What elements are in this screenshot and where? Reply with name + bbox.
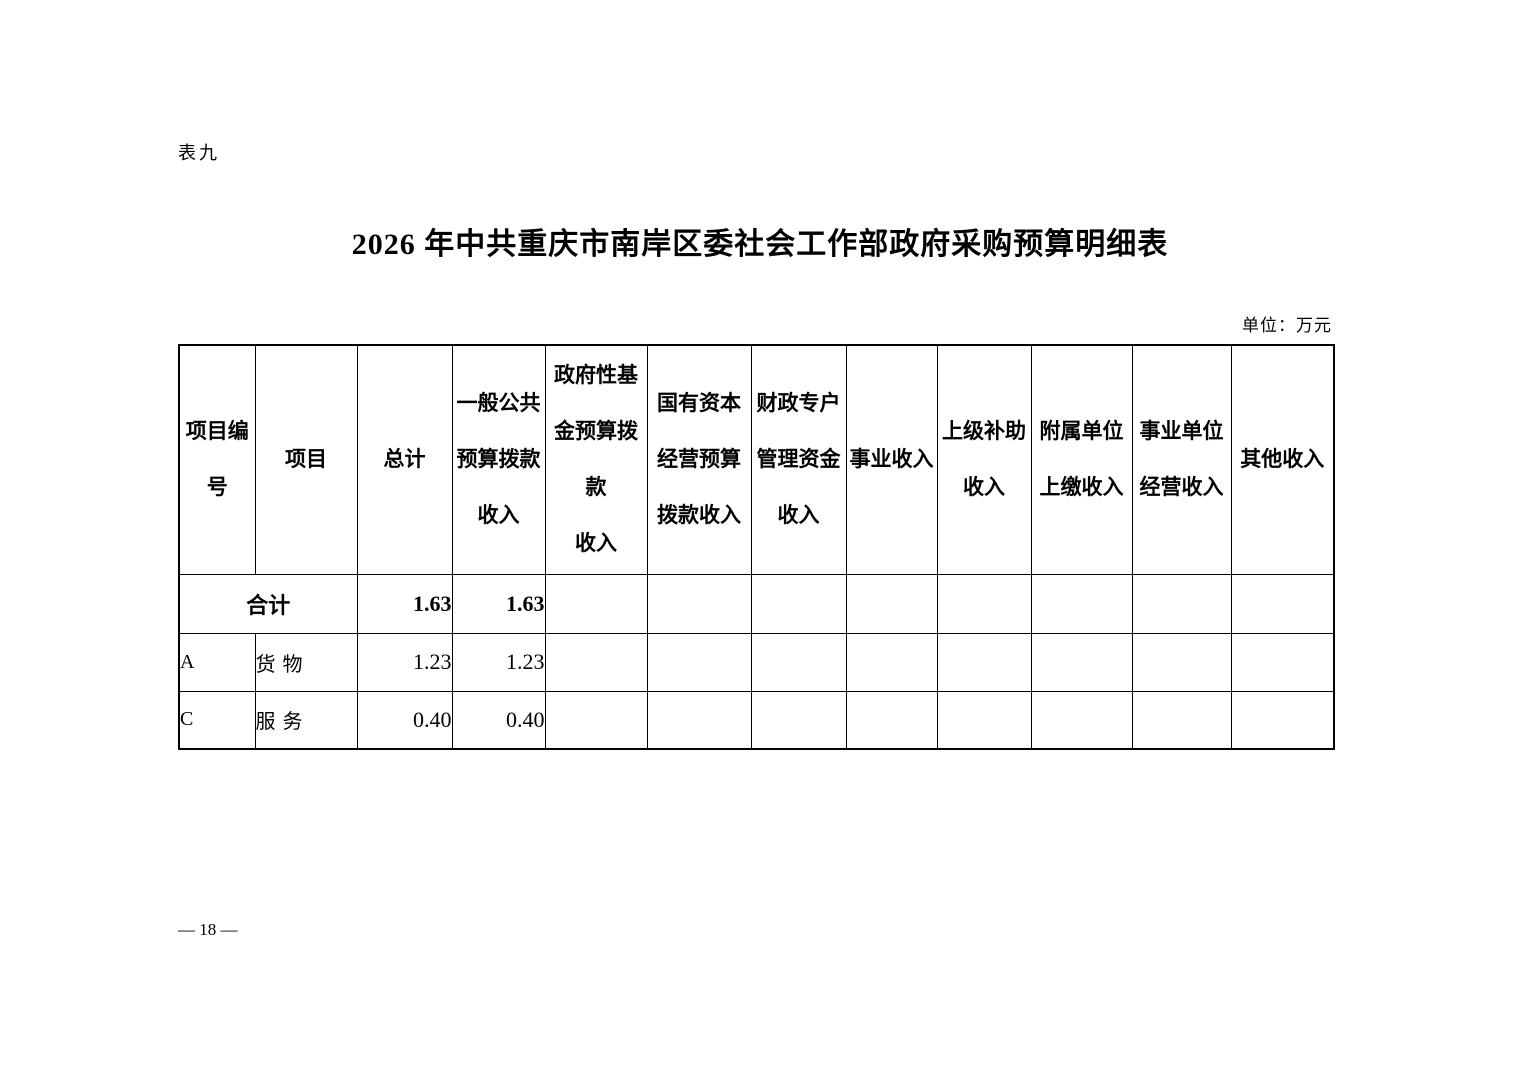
header-cell-item: 项目 (254, 344, 358, 575)
empty-cell (646, 632, 752, 692)
header-cell-superior-subsidy-income: 上级补助 收入 (936, 344, 1032, 575)
empty-cell (646, 573, 752, 634)
total-amount-cell: 1.63 (356, 573, 453, 634)
total-row-label: 合计 (178, 573, 358, 634)
item-code-cell: A (178, 632, 256, 692)
header-cell-item-code: 项目编 号 (178, 344, 256, 575)
table-row-services: C 服务 0.40 0.40 (178, 690, 1335, 750)
total-amount-cell: 1.63 (451, 573, 546, 634)
amount-cell: 1.23 (451, 632, 546, 692)
empty-cell (1131, 573, 1232, 634)
empty-cell (1131, 690, 1232, 750)
empty-cell (1131, 632, 1232, 692)
empty-cell (750, 690, 847, 750)
header-cell-affiliated-unit-remittance-income: 附属单位 上缴收入 (1030, 344, 1133, 575)
header-cell-other-income: 其他收入 (1230, 344, 1335, 575)
procurement-budget-table: 项目编 号 项目 总计 一般公共 预算拨款 收入 政府性基 金预算拨 款 收入 … (178, 344, 1335, 750)
page-number: — 18 — (178, 920, 238, 939)
header-cell-state-capital-budget-income: 国有资本 经营预算 拨款收入 (646, 344, 752, 575)
empty-cell (750, 573, 847, 634)
header-cell-total: 总计 (356, 344, 453, 575)
amount-cell: 0.40 (451, 690, 546, 750)
header-cell-business-unit-operating-income: 事业单位 经营收入 (1131, 344, 1232, 575)
header-cell-general-public-budget-income: 一般公共 预算拨款 收入 (451, 344, 546, 575)
empty-cell (544, 573, 648, 634)
item-name-cell: 货物 (254, 632, 358, 692)
item-name-cell: 服务 (254, 690, 358, 750)
unit-note: 单位：万元 (1242, 316, 1332, 335)
total-row: 合计 1.63 1.63 (178, 573, 1335, 634)
empty-cell (544, 632, 648, 692)
empty-cell (646, 690, 752, 750)
amount-cell: 1.23 (356, 632, 453, 692)
table-label: 表九 (178, 143, 220, 163)
table-header-row: 项目编 号 项目 总计 一般公共 预算拨款 收入 政府性基 金预算拨 款 收入 … (178, 344, 1335, 575)
header-cell-govt-fund-budget-income: 政府性基 金预算拨 款 收入 (544, 344, 648, 575)
empty-cell (1230, 573, 1335, 634)
table-row-goods: A 货物 1.23 1.23 (178, 632, 1335, 692)
item-code-cell: C (178, 690, 256, 750)
document-title: 2026 年中共重庆市南岸区委社会工作部政府采购预算明细表 (351, 228, 1169, 261)
empty-cell (936, 632, 1032, 692)
empty-cell (936, 690, 1032, 750)
empty-cell (845, 573, 938, 634)
empty-cell (1030, 690, 1133, 750)
empty-cell (1230, 632, 1335, 692)
amount-cell: 0.40 (356, 690, 453, 750)
empty-cell (544, 690, 648, 750)
empty-cell (845, 632, 938, 692)
empty-cell (750, 632, 847, 692)
empty-cell (1030, 632, 1133, 692)
empty-cell (845, 690, 938, 750)
header-cell-business-income: 事业收入 (845, 344, 938, 575)
header-cell-fiscal-special-account-income: 财政专户 管理资金 收入 (750, 344, 847, 575)
empty-cell (1030, 573, 1133, 634)
empty-cell (1230, 690, 1335, 750)
empty-cell (936, 573, 1032, 634)
